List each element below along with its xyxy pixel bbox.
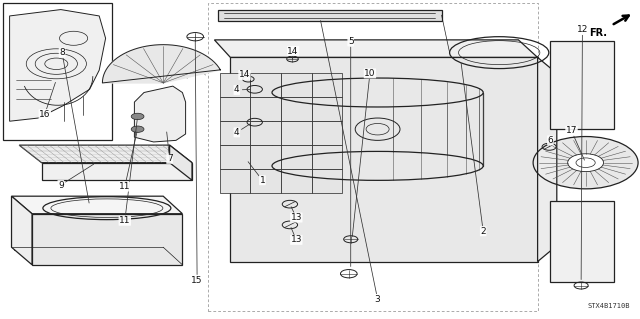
Circle shape	[568, 154, 604, 172]
Text: 7: 7	[167, 154, 172, 163]
Bar	[208, 3, 538, 311]
Bar	[281, 169, 312, 193]
Circle shape	[131, 126, 144, 132]
Polygon shape	[243, 85, 266, 94]
Polygon shape	[10, 10, 106, 121]
Polygon shape	[538, 57, 557, 262]
Text: 12: 12	[577, 25, 588, 34]
Polygon shape	[134, 86, 186, 142]
Polygon shape	[32, 214, 182, 265]
Polygon shape	[102, 45, 220, 83]
Text: 13: 13	[291, 235, 302, 244]
Bar	[281, 73, 312, 97]
Text: STX4B1710B: STX4B1710B	[588, 303, 630, 309]
Text: 10: 10	[364, 69, 376, 78]
Bar	[281, 145, 312, 169]
Polygon shape	[12, 196, 182, 214]
Bar	[250, 145, 281, 169]
Bar	[220, 121, 250, 145]
Text: 11: 11	[119, 182, 131, 191]
Text: 4: 4	[234, 85, 239, 94]
Bar	[281, 97, 312, 121]
Text: 9: 9	[58, 181, 63, 189]
Bar	[312, 145, 342, 169]
Text: 5: 5	[348, 37, 353, 46]
Bar	[312, 169, 342, 193]
Polygon shape	[19, 145, 192, 163]
Polygon shape	[550, 41, 614, 129]
Polygon shape	[42, 163, 192, 180]
Bar	[281, 121, 312, 145]
Text: 16: 16	[39, 110, 51, 119]
Bar	[250, 73, 281, 97]
Text: 1: 1	[260, 176, 265, 185]
Text: 2: 2	[481, 227, 486, 236]
Polygon shape	[3, 3, 112, 140]
Circle shape	[533, 137, 638, 189]
Bar	[14, 233, 30, 250]
Text: 15: 15	[191, 276, 203, 285]
Polygon shape	[170, 145, 192, 180]
Polygon shape	[12, 196, 32, 265]
Circle shape	[131, 113, 144, 120]
Text: 4: 4	[234, 128, 239, 137]
Bar	[250, 121, 281, 145]
Bar	[312, 73, 342, 97]
Text: 3: 3	[375, 295, 380, 304]
Circle shape	[355, 118, 400, 140]
Text: 14: 14	[287, 47, 299, 56]
Bar	[250, 169, 281, 193]
Bar	[312, 121, 342, 145]
Bar	[220, 145, 250, 169]
Polygon shape	[214, 40, 538, 57]
Text: 17: 17	[566, 126, 577, 135]
Bar	[312, 97, 342, 121]
Polygon shape	[230, 57, 538, 262]
Bar	[220, 97, 250, 121]
Polygon shape	[550, 201, 614, 282]
Bar	[220, 169, 250, 193]
Polygon shape	[243, 117, 266, 127]
Bar	[250, 97, 281, 121]
Polygon shape	[218, 10, 442, 21]
Text: 13: 13	[291, 213, 302, 222]
Text: FR.: FR.	[589, 28, 607, 38]
Text: 6: 6	[548, 136, 553, 145]
Bar	[220, 73, 250, 97]
Text: 8: 8	[60, 48, 65, 57]
Text: 14: 14	[239, 70, 250, 79]
Bar	[14, 207, 30, 225]
Text: 11: 11	[119, 216, 131, 225]
